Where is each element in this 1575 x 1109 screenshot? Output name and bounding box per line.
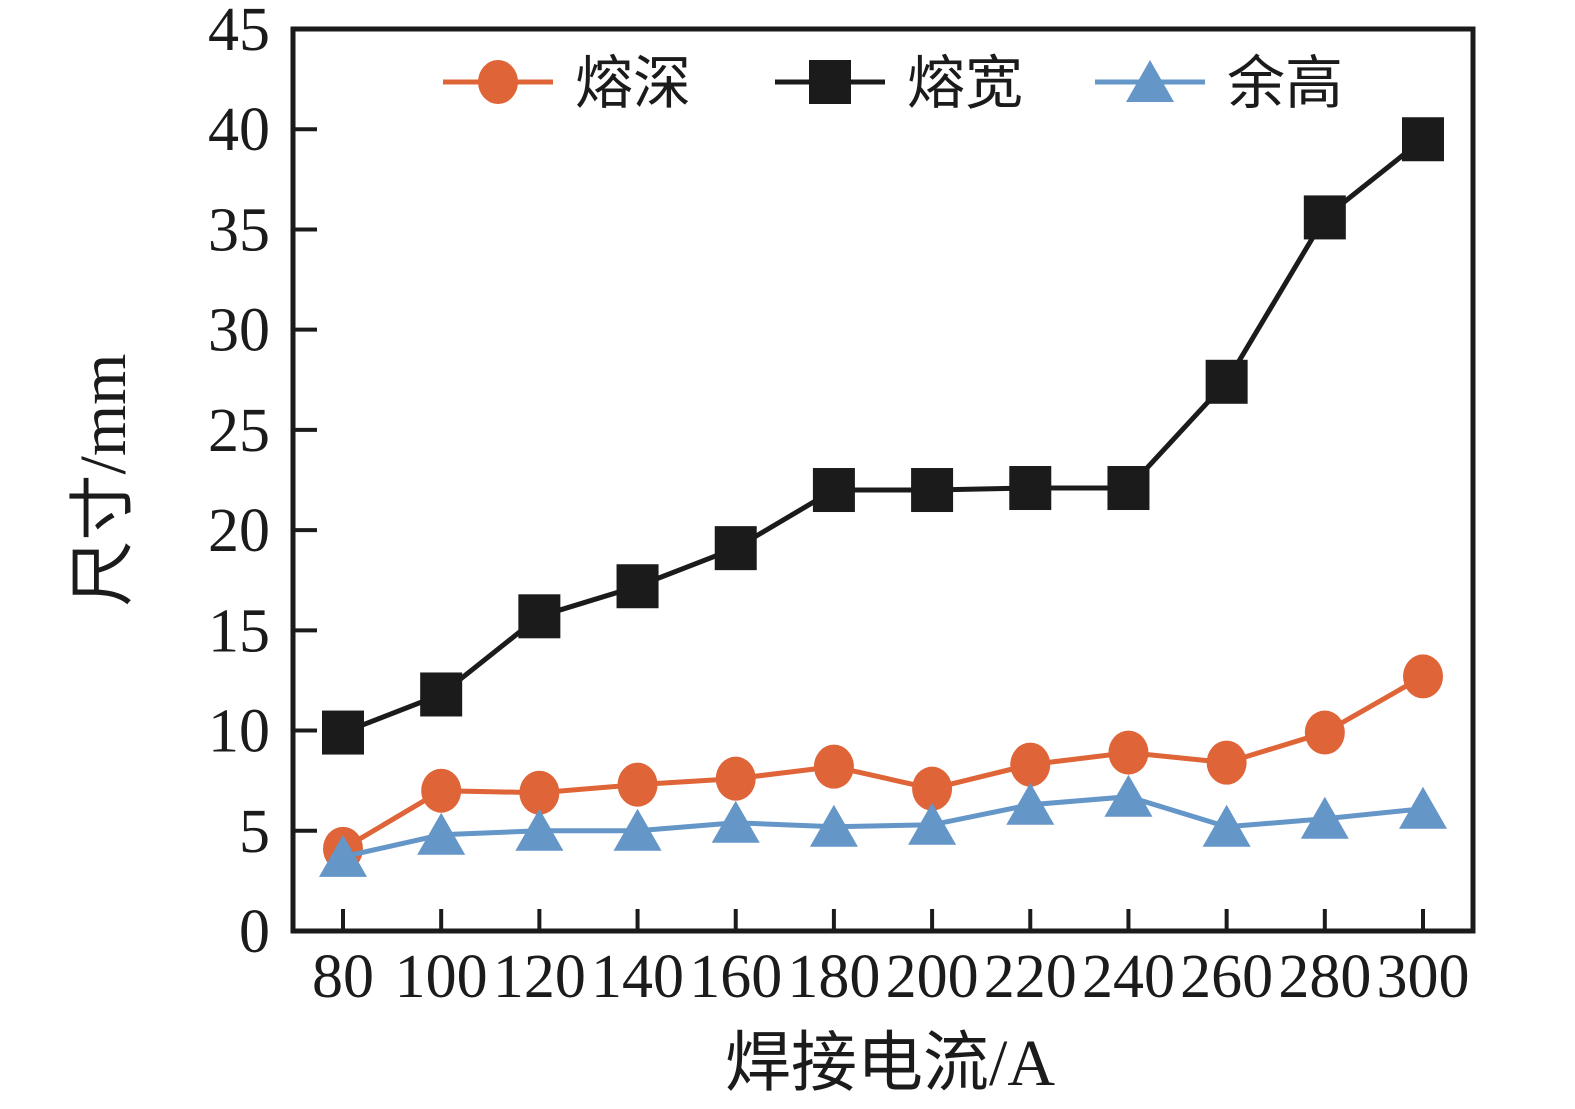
legend-triangle-marker-icon [1126,60,1174,102]
y-tick-label: 20 [208,497,270,565]
legend-square-marker-icon [809,60,851,104]
series-weld-width-marker [812,468,855,513]
series-reinforcement-height-marker [1399,786,1447,829]
y-tick-label: 25 [208,397,270,465]
y-tick-label: 10 [208,698,270,766]
series-penetration-depth-marker [617,762,658,807]
series-penetration-depth-marker [1206,740,1247,785]
series-weld-width-line [342,137,1425,735]
series-reinforcement-height-marker [613,808,662,851]
series-weld-width-marker [1107,466,1150,511]
series-penetration-depth-marker [519,770,560,815]
series-penetration-depth-marker [912,766,953,811]
series-reinforcement-height-line [342,794,1424,860]
series-weld-width-marker [518,594,561,639]
x-tick-label: 300 [1377,943,1470,1011]
series-penetration-depth-marker [1304,710,1345,755]
x-tick-label: 180 [787,943,880,1011]
legend-item-weld-width: 熔宽 [775,51,1023,116]
series-reinforcement-height-marker [1202,804,1251,847]
y-tick-label: 5 [239,798,270,866]
x-axis-title: 焊接电流/A [725,1027,1055,1100]
x-tick-label: 280 [1278,943,1371,1011]
x-tick-label: 140 [591,943,684,1011]
y-tick-label: 45 [208,0,270,64]
legend-label-penetration-depth: 熔深 [575,51,691,116]
series-penetration-depth-marker [715,756,756,801]
series-penetration-depth-marker [1403,654,1443,699]
y-axis-title: 尺寸/mm [67,353,140,606]
series-weld-width [322,117,1444,755]
legend-item-penetration-depth: 熔深 [443,51,691,116]
series-reinforcement-height-marker [1006,782,1055,825]
legend-item-reinforcement-height: 余高 [1095,51,1343,116]
series-weld-width-marker [322,710,364,755]
series-reinforcement-height-marker [809,804,858,847]
series-penetration-depth [323,654,1443,871]
series-reinforcement-height-marker [319,834,367,877]
legend-label-reinforcement-height: 余高 [1227,51,1343,116]
series-penetration-depth-marker [1108,730,1149,775]
series-weld-width-marker [1303,195,1346,240]
series-weld-width-marker [1205,359,1248,404]
legend: 熔深 熔宽 余高 [443,51,1343,116]
series-weld-width-marker [911,468,954,513]
series-reinforcement-height [319,774,1447,877]
y-tick-label: 15 [208,597,270,665]
series-layer [319,117,1447,877]
y-tick-label: 40 [208,96,270,164]
plot-area: 0 5 10 15 20 25 30 35 40 45 80 100 120 140 160 180 200 22… [208,0,1476,1011]
x-tick-label: 220 [984,943,1077,1011]
y-tick-label: 35 [208,196,270,264]
y-tick-label: 0 [239,898,270,966]
series-penetration-depth-marker [421,768,462,813]
series-reinforcement-height-marker [1104,774,1153,817]
series-reinforcement-height-marker [711,800,760,843]
x-tick-label: 120 [493,943,586,1011]
series-penetration-depth-marker [1010,742,1051,787]
series-weld-width-marker [1402,117,1444,162]
series-weld-width-marker [714,526,757,571]
series-penetration-depth-marker [813,744,854,789]
series-reinforcement-height-marker [417,812,466,855]
plot-border [290,26,1476,934]
legend-circle-marker-icon [478,60,518,104]
x-tick-label: 160 [689,943,782,1011]
x-tick-label: 200 [886,943,979,1011]
series-reinforcement-height-marker [1300,796,1349,839]
series-weld-width-marker [1009,466,1052,511]
x-tick-label: 100 [395,943,488,1011]
series-reinforcement-height-marker [908,802,957,845]
series-reinforcement-height-marker [515,808,564,851]
series-weld-width-marker [616,564,659,609]
x-tick-label: 80 [312,943,374,1011]
x-tick-label: 260 [1180,943,1273,1011]
y-tick-label: 30 [208,297,270,365]
series-weld-width-marker [420,672,463,717]
x-tick-label: 240 [1082,943,1175,1011]
legend-label-weld-width: 熔宽 [907,51,1023,116]
